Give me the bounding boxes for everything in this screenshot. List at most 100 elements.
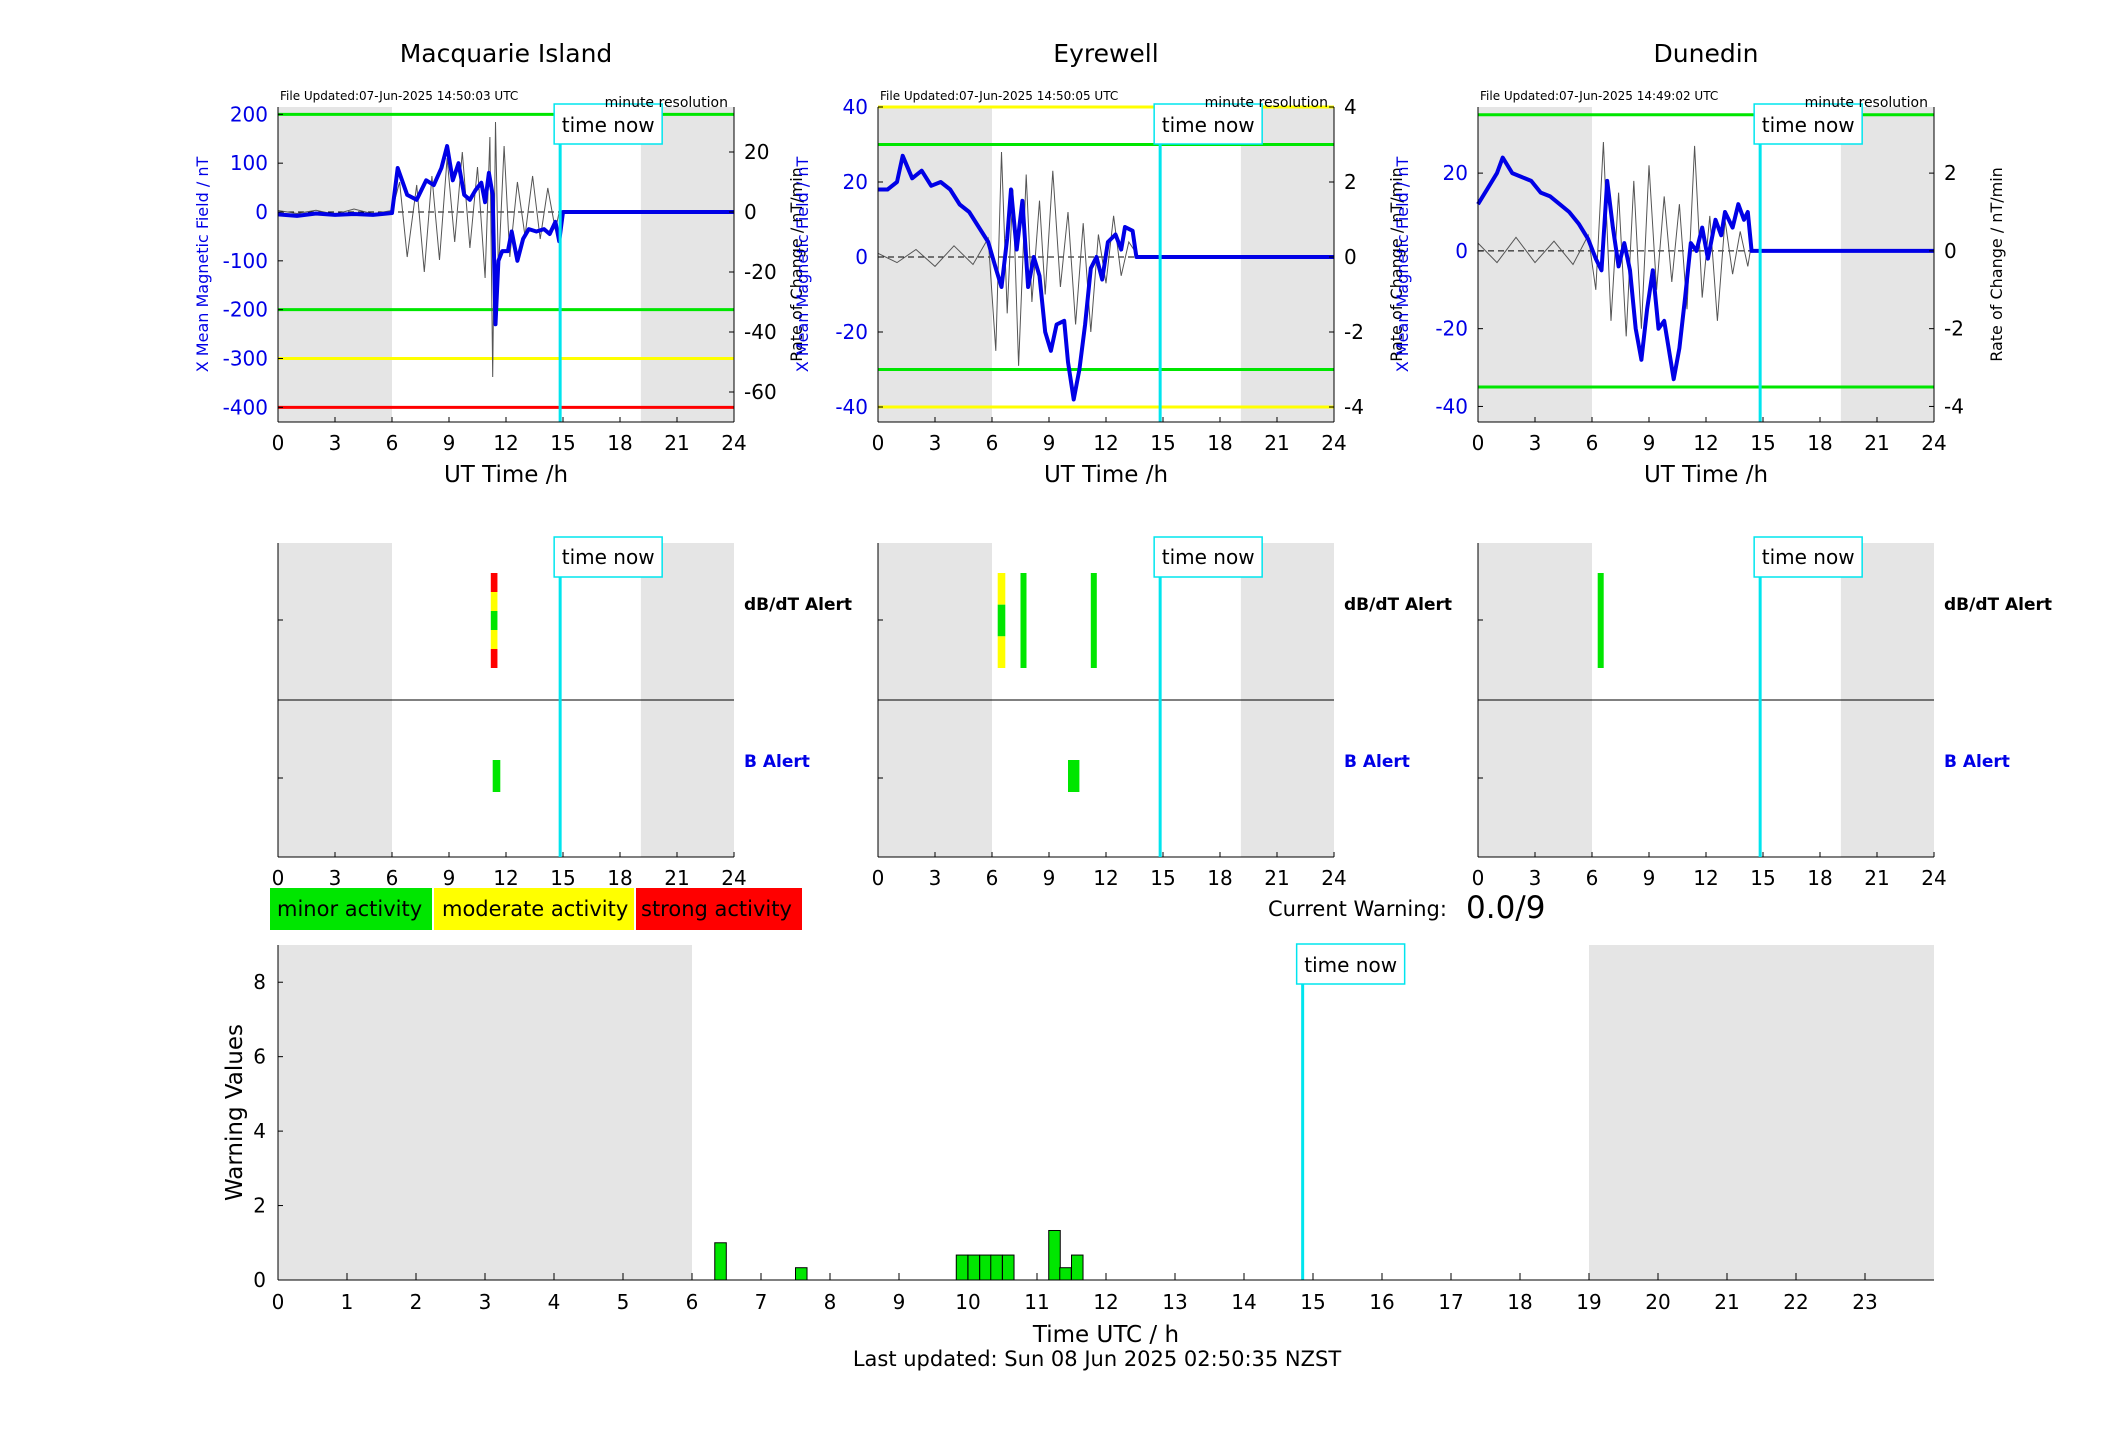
x-axis-label: UT Time /h [444, 462, 568, 488]
dbdt-alert-bar [997, 573, 1006, 605]
x-tick-label: 12 [1093, 1290, 1118, 1314]
x-tick-label: 6 [986, 866, 999, 890]
x-tick-label: 16 [1369, 1290, 1394, 1314]
legend-minor-swatch [270, 888, 432, 930]
x-tick-label: 12 [1693, 431, 1718, 455]
station-title: Dunedin [1654, 39, 1759, 68]
warning-bar [990, 1254, 1003, 1281]
rate-of-change-series [877, 151, 1137, 366]
dbdt-alert-bar [1090, 573, 1097, 668]
x-tick-label: 18 [1807, 431, 1832, 455]
right-axis-label: Rate of Change / nT/min [1987, 167, 2006, 362]
x-tick-label: 15 [1150, 431, 1175, 455]
dbdt-alert-bar [1020, 573, 1027, 668]
night-shading [1240, 107, 1334, 422]
time-now-box [1753, 103, 1863, 145]
left-tick-label: -100 [223, 249, 268, 273]
x-tick-label: 15 [550, 431, 575, 455]
b-alert-label: B Alert [744, 752, 810, 772]
station-panel-2: Dunedin time now File Updated:07-Jun-2025 … [1393, 39, 2006, 488]
left-tick-label: 0 [855, 245, 868, 269]
x-tick-label: 9 [1043, 431, 1056, 455]
time-now-box [1753, 536, 1863, 578]
warning-bar [1059, 1267, 1072, 1281]
resolution-text: minute resolution [1205, 95, 1328, 111]
time-now-box [553, 536, 663, 578]
left-tick-label: -20 [1435, 317, 1468, 341]
legend-strong-label: strong activity [641, 897, 792, 921]
x-axis-label: Time UTC / h [1032, 1322, 1179, 1348]
x-tick-label: 24 [1321, 431, 1346, 455]
file-updated-text: File Updated:07-Jun-2025 14:49:02 UTC [1480, 89, 1718, 103]
x-tick-label: 2 [410, 1290, 423, 1314]
x-axis-label: UT Time /h [1044, 462, 1168, 488]
time-now-box [553, 103, 663, 145]
dbdt-alert-bar [490, 630, 498, 649]
x-tick-label: 0 [1472, 866, 1485, 890]
station-alert-panels: time now dB/dT Alert B Alert 0 3 6 9 12 15 18 21 24… [272, 536, 2052, 890]
current-warning: Current Warning: 0.0/9 [1268, 890, 1545, 926]
resolution-text: minute resolution [605, 95, 728, 111]
x-tick-label: 21 [1864, 866, 1889, 890]
x-tick-label: 12 [493, 866, 518, 890]
x-tick-label: 24 [1921, 866, 1946, 890]
dbdt-alert-bar [490, 592, 498, 611]
x-tick-label: 3 [479, 1290, 492, 1314]
x-tick-label: 10 [955, 1290, 980, 1314]
right-tick-label: -40 [744, 320, 777, 344]
y-tick-label: 4 [253, 1119, 266, 1143]
y-tick-label: 6 [253, 1045, 266, 1069]
mean-field-series [878, 153, 1334, 402]
left-tick-label: 0 [1455, 239, 1468, 263]
right-tick-label: -2 [1944, 317, 1964, 341]
x-tick-label: 0 [1472, 431, 1485, 455]
left-tick-label: 40 [843, 95, 868, 119]
left-tick-label: -40 [1435, 394, 1468, 418]
x-tick-label: 3 [329, 866, 342, 890]
x-tick-label: 6 [686, 1290, 699, 1314]
current-warning-label: Current Warning: [1268, 897, 1447, 921]
x-tick-label: 13 [1162, 1290, 1187, 1314]
x-axis-label: UT Time /h [1644, 462, 1768, 488]
x-tick-label: 18 [1207, 866, 1232, 890]
warning-bar [979, 1254, 992, 1281]
left-tick-label: 20 [843, 170, 868, 194]
x-tick-label: 19 [1576, 1290, 1601, 1314]
x-tick-label: 3 [929, 431, 942, 455]
x-tick-label: 21 [664, 866, 689, 890]
x-tick-label: 15 [1750, 866, 1775, 890]
warning-bar [955, 1254, 969, 1281]
station-title: Eyrewell [1053, 39, 1158, 68]
time-now-box [1153, 536, 1263, 578]
dbdt-alert-bar [997, 636, 1006, 668]
night-shading [640, 107, 734, 422]
night-shading [1478, 107, 1592, 422]
b-alert-label: B Alert [1944, 752, 2010, 772]
station-field-panels: Macquarie Island time now File Updated:07-… [193, 39, 2006, 488]
right-tick-label: -60 [744, 380, 777, 404]
x-tick-label: 0 [272, 431, 285, 455]
y-axis-label: Warning Values [222, 1024, 248, 1201]
x-tick-label: 0 [872, 866, 885, 890]
dbdt-alert-bar [1597, 573, 1604, 668]
right-tick-label: -20 [744, 260, 777, 284]
resolution-text: minute resolution [1805, 95, 1928, 111]
legend-moderate-label: moderate activity [442, 897, 628, 921]
left-axis-label: X Mean Magnetic Field / nT [793, 157, 812, 373]
dbdt-alert-bar [490, 649, 498, 668]
alert-panel-2: time now dB/dT Alert B Alert 0 3 6 9 12 15 18 21 24 [1472, 536, 2052, 890]
x-tick-label: 1 [341, 1290, 354, 1314]
file-updated-text: File Updated:07-Jun-2025 14:50:05 UTC [880, 89, 1118, 103]
left-tick-label: -40 [835, 395, 868, 419]
x-tick-label: 12 [1693, 866, 1718, 890]
x-tick-label: 15 [1750, 431, 1775, 455]
x-tick-label: 9 [1643, 431, 1656, 455]
right-tick-label: -4 [1344, 395, 1364, 419]
x-tick-label: 9 [893, 1290, 906, 1314]
x-tick-label: 21 [1714, 1290, 1739, 1314]
alert-panel-1: time now dB/dT Alert B Alert 0 3 6 9 12 15 18 21 24 [872, 536, 1452, 890]
x-tick-label: 8 [824, 1290, 837, 1314]
left-tick-label: -300 [223, 347, 268, 371]
x-tick-label: 6 [386, 866, 399, 890]
night-shading [278, 107, 392, 422]
